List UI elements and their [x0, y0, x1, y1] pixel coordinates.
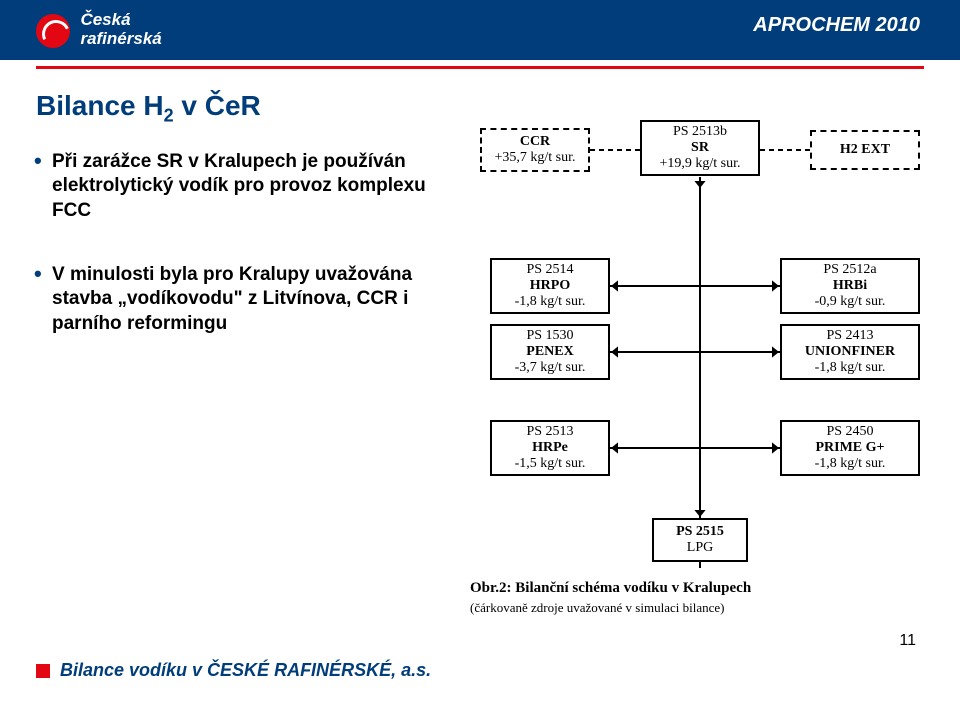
unit-line: HRPO	[492, 278, 608, 294]
unit-line: -3,7 kg/t sur.	[492, 360, 608, 376]
unit-line: +19,9 kg/t sur.	[642, 156, 758, 172]
unit-box-penex: PS 1530PENEX-3,7 kg/t sur.	[490, 324, 610, 380]
unit-line: HRBi	[782, 278, 918, 294]
caption-title: Obr.2: Bilanční schéma vodíku v Kralupec…	[470, 580, 751, 596]
company-name: Česká rafinérská	[80, 10, 161, 48]
unit-line: PS 2513	[492, 424, 608, 440]
unit-line: +35,7 kg/t sur.	[482, 150, 588, 166]
unit-line: PS 2515	[654, 524, 746, 540]
unit-line: PS 2514	[492, 262, 608, 278]
logo-block: Česká rafinérská	[36, 10, 216, 64]
logo-icon	[36, 14, 70, 48]
slide-title: Bilance H2 v ČeR	[36, 90, 261, 127]
unit-line: -1,5 kg/t sur.	[492, 456, 608, 472]
figure-caption: Obr.2: Bilanční schéma vodíku v Kralupec…	[470, 578, 910, 619]
unit-line: HRPe	[492, 440, 608, 456]
unit-line: PENEX	[492, 344, 608, 360]
unit-line: PS 1530	[492, 328, 608, 344]
unit-box-hrpo: PS 2514HRPO-1,8 kg/t sur.	[490, 258, 610, 314]
unit-line: LPG	[654, 540, 746, 556]
unit-box-prime: PS 2450PRIME G+-1,8 kg/t sur.	[780, 420, 920, 476]
unit-box-hrpe: PS 2513HRPe-1,5 kg/t sur.	[490, 420, 610, 476]
unit-line: PS 2512a	[782, 262, 918, 278]
unit-line: CCR	[482, 134, 588, 150]
unit-box-union: PS 2413UNIONFINER-1,8 kg/t sur.	[780, 324, 920, 380]
unit-box-hrbi: PS 2512aHRBi-0,9 kg/t sur.	[780, 258, 920, 314]
unit-line: -1,8 kg/t sur.	[782, 456, 918, 472]
unit-line: PS 2513b	[642, 124, 758, 140]
bullet-item: Při zarážce SR v Kralupech je používán e…	[34, 150, 464, 223]
unit-line: PS 2450	[782, 424, 918, 440]
unit-line: H2 EXT	[812, 142, 918, 158]
unit-line: PS 2413	[782, 328, 918, 344]
unit-line: -1,8 kg/t sur.	[782, 360, 918, 376]
unit-box-h2ext: H2 EXT	[810, 130, 920, 170]
footer-text: Bilance vodíku v ČESKÉ RAFINÉRSKÉ, a.s.	[60, 660, 431, 681]
unit-line: PRIME G+	[782, 440, 918, 456]
bullet-list: Při zarážce SR v Kralupech je používán e…	[34, 150, 464, 376]
diagram-area: CCR+35,7 kg/t sur. PS 2513bSR+19,9 kg/t s…	[470, 120, 940, 600]
company-name-line1: Česká	[80, 10, 130, 29]
page-number: 11	[899, 632, 916, 650]
unit-line: SR	[642, 140, 758, 156]
footer-bullet-icon	[36, 664, 50, 678]
header-underline	[36, 66, 924, 69]
caption-subtitle: (čárkovaně zdroje uvažované v simulaci b…	[470, 600, 724, 615]
unit-box-lpg: PS 2515LPG	[652, 518, 748, 562]
bullet-item: V minulosti byla pro Kralupy uvažována s…	[34, 263, 464, 336]
unit-line: -0,9 kg/t sur.	[782, 294, 918, 310]
unit-line: -1,8 kg/t sur.	[492, 294, 608, 310]
unit-box-ccr: CCR+35,7 kg/t sur.	[480, 128, 590, 172]
company-name-line2: rafinérská	[80, 29, 161, 48]
unit-line: UNIONFINER	[782, 344, 918, 360]
conference-label: APROCHEM 2010	[753, 14, 920, 37]
unit-box-sr: PS 2513bSR+19,9 kg/t sur.	[640, 120, 760, 176]
